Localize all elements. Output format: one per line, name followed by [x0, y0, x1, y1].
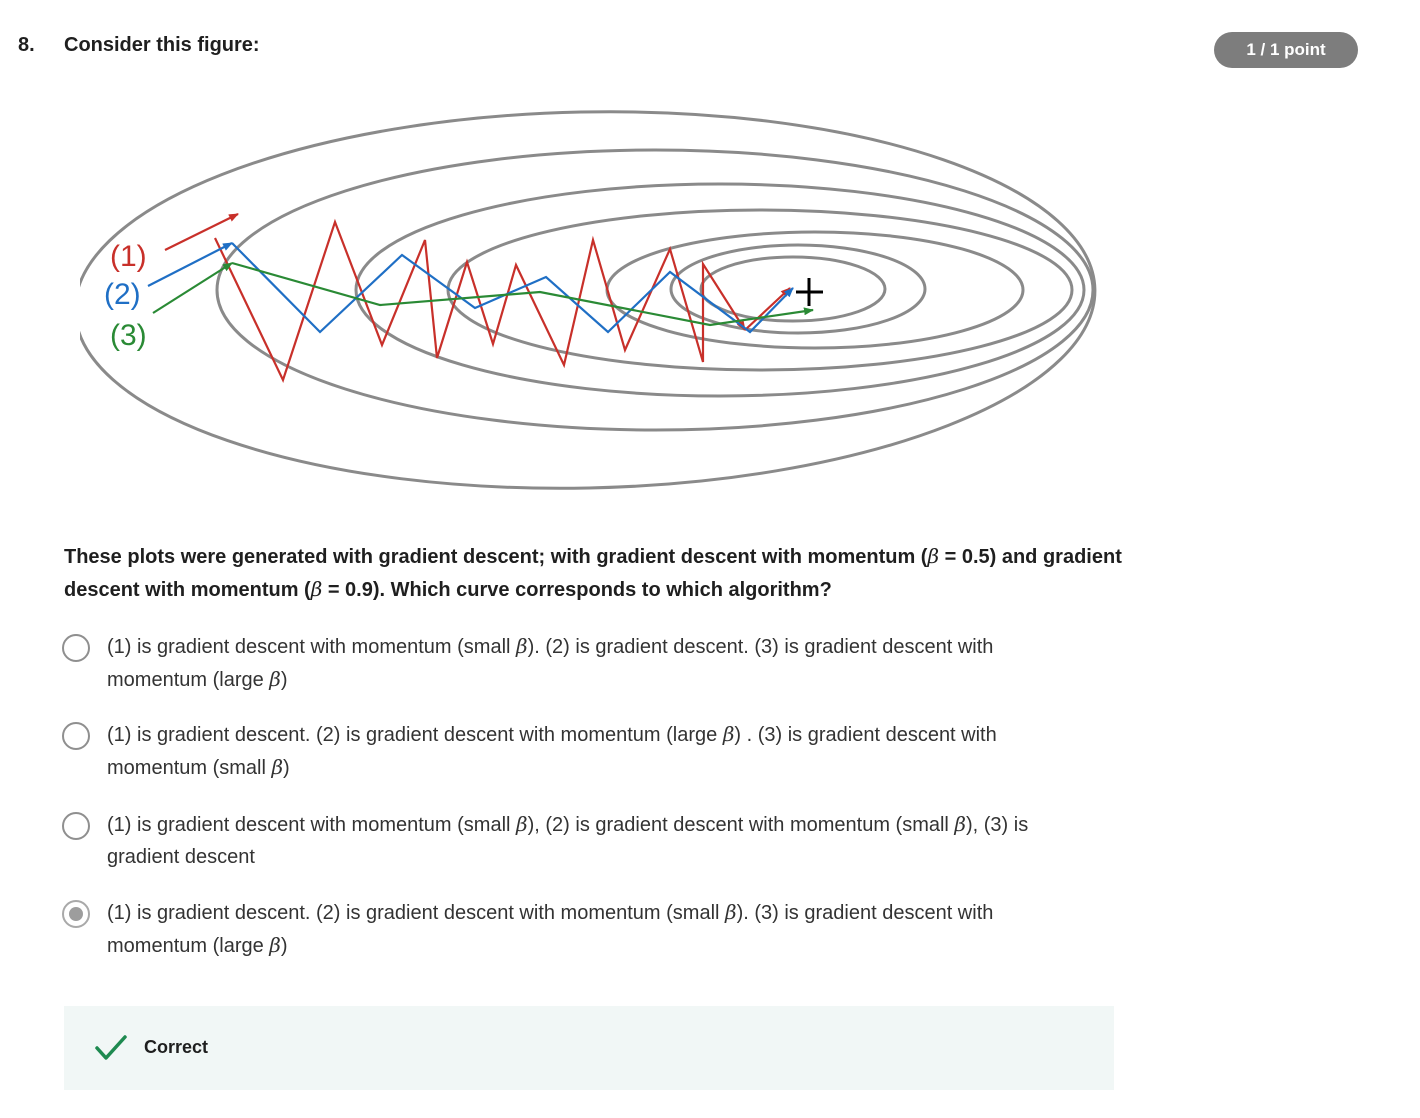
curve-2-momentum-small-beta — [147, 242, 794, 334]
curve-label-1: (1) — [110, 240, 147, 273]
feedback-panel: Correct — [64, 1006, 1114, 1090]
contour-lines — [80, 110, 1097, 490]
contour-figure: (1) (2) (3) — [80, 110, 1097, 490]
feedback-status: Correct — [144, 1037, 209, 1057]
answer-option-3[interactable]: (1) is gradient descent with momentum (s… — [62, 808, 1102, 872]
answer-option-2[interactable]: (1) is gradient descent. (2) is gradient… — [62, 718, 1102, 782]
curve-label-3: (3) — [110, 319, 147, 352]
curve-3-momentum-large-beta — [152, 261, 814, 327]
radio-dot — [69, 907, 83, 921]
contour-ellipse — [699, 255, 887, 323]
question-title: Consider this figure: — [64, 34, 260, 56]
contour-ellipse — [669, 243, 927, 335]
option-label: (1) is gradient descent. (2) is gradient… — [107, 900, 994, 957]
radio-button[interactable] — [62, 634, 90, 662]
score-badge: 1 / 1 point — [1214, 32, 1358, 68]
option-label: (1) is gradient descent with momentum (s… — [107, 634, 994, 691]
radio-button-selected[interactable] — [62, 900, 90, 928]
option-label: (1) is gradient descent with momentum (s… — [107, 812, 1029, 868]
contour-ellipse — [446, 208, 1074, 372]
question-prompt: These plots were generated with gradient… — [64, 544, 1122, 601]
curve-label-2: (2) — [104, 278, 141, 311]
option-label: (1) is gradient descent. (2) is gradient… — [107, 722, 997, 779]
contour-ellipse — [80, 110, 1097, 490]
radio-button[interactable] — [62, 812, 90, 840]
curve-1-gradient-descent — [164, 213, 791, 383]
radio-button[interactable] — [62, 722, 90, 750]
contour-ellipse — [354, 182, 1086, 398]
answer-option-4[interactable]: (1) is gradient descent. (2) is gradient… — [62, 896, 1102, 960]
question-number: 8. — [18, 34, 35, 56]
optimum-plus-icon — [796, 278, 823, 306]
contour-ellipse — [215, 148, 1095, 432]
answer-option-1[interactable]: (1) is gradient descent with momentum (s… — [62, 630, 1102, 694]
check-icon — [95, 1035, 127, 1060]
